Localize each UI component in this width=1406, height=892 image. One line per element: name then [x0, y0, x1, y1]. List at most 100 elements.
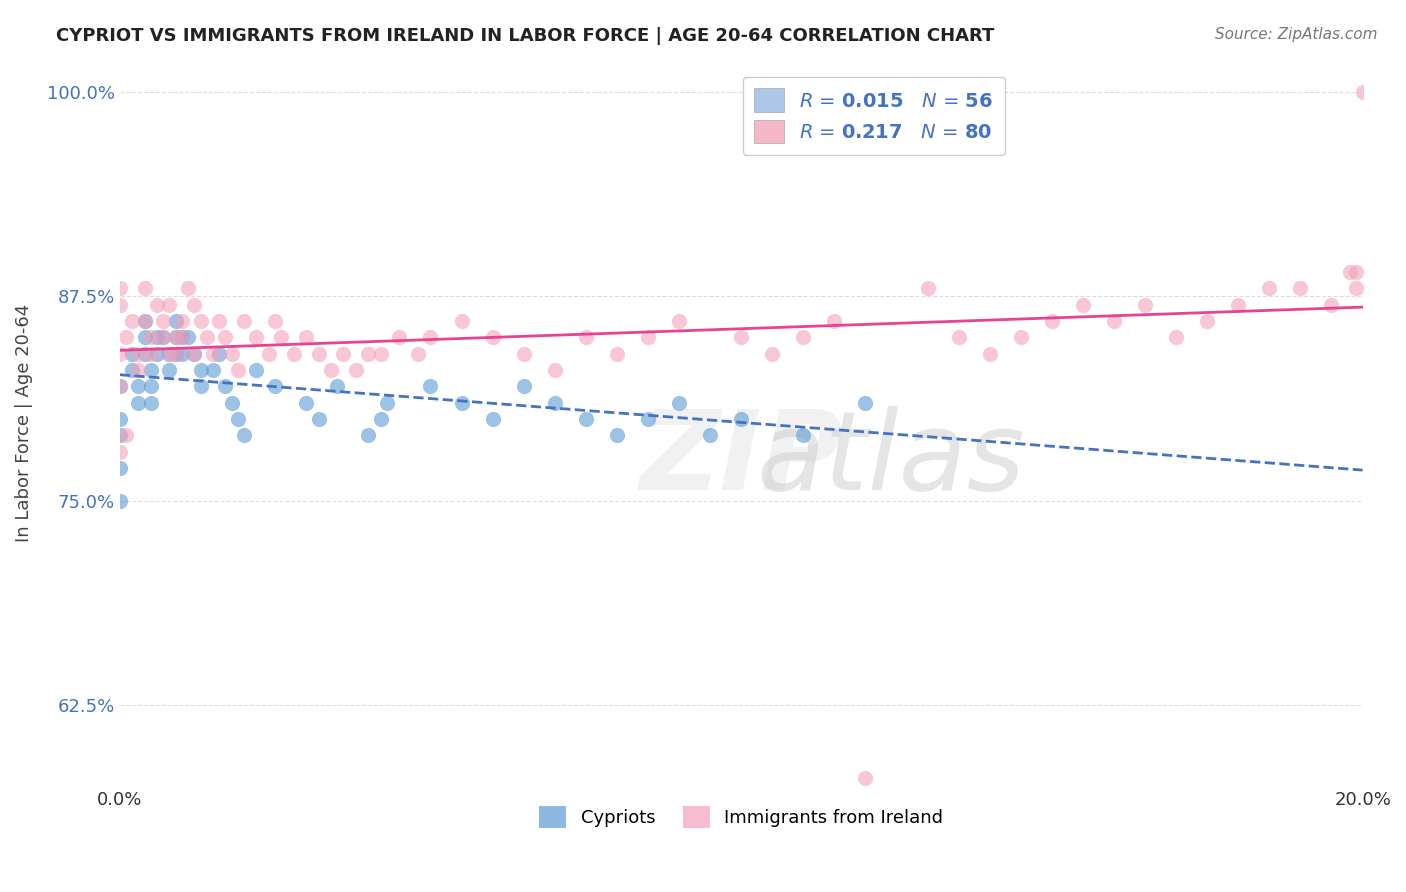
Cypriots — [183, 346, 205, 360]
Cypriots — [226, 412, 249, 426]
Immigrants from Ireland — [575, 330, 598, 344]
Cypriots — [792, 428, 814, 442]
Cypriots — [668, 395, 690, 409]
Cypriots — [855, 395, 877, 409]
Immigrants from Ireland — [165, 346, 187, 360]
Immigrants from Ireland — [226, 363, 249, 377]
Cypriots — [139, 379, 162, 393]
Cypriots — [190, 379, 212, 393]
Immigrants from Ireland — [165, 330, 187, 344]
Immigrants from Ireland — [917, 281, 939, 295]
Immigrants from Ireland — [108, 379, 131, 393]
Immigrants from Ireland — [1227, 297, 1250, 311]
Immigrants from Ireland — [108, 281, 131, 295]
Cypriots — [214, 379, 236, 393]
Cypriots — [121, 363, 143, 377]
Immigrants from Ireland — [108, 346, 131, 360]
Cypriots — [152, 330, 174, 344]
Immigrants from Ireland — [183, 346, 205, 360]
Cypriots — [146, 346, 169, 360]
Cypriots — [177, 330, 200, 344]
Cypriots — [121, 346, 143, 360]
Immigrants from Ireland — [388, 330, 411, 344]
Immigrants from Ireland — [245, 330, 267, 344]
Immigrants from Ireland — [1258, 281, 1281, 295]
Immigrants from Ireland — [1197, 314, 1219, 328]
Cypriots — [419, 379, 441, 393]
Cypriots — [159, 363, 181, 377]
Immigrants from Ireland — [139, 346, 162, 360]
Immigrants from Ireland — [1166, 330, 1188, 344]
Immigrants from Ireland — [170, 330, 193, 344]
Cypriots — [170, 346, 193, 360]
Immigrants from Ireland — [115, 428, 138, 442]
Immigrants from Ireland — [139, 330, 162, 344]
Immigrants from Ireland — [637, 330, 659, 344]
Immigrants from Ireland — [1071, 297, 1094, 311]
Immigrants from Ireland — [152, 330, 174, 344]
Immigrants from Ireland — [121, 314, 143, 328]
Cypriots — [575, 412, 598, 426]
Cypriots — [512, 379, 534, 393]
Cypriots — [165, 330, 187, 344]
Text: Source: ZipAtlas.com: Source: ZipAtlas.com — [1215, 27, 1378, 42]
Immigrants from Ireland — [159, 346, 181, 360]
Cypriots — [308, 412, 330, 426]
Cypriots — [637, 412, 659, 426]
Cypriots — [165, 346, 187, 360]
Immigrants from Ireland — [344, 363, 367, 377]
Immigrants from Ireland — [170, 314, 193, 328]
Immigrants from Ireland — [214, 330, 236, 344]
Cypriots — [370, 412, 392, 426]
Immigrants from Ireland — [979, 346, 1001, 360]
Immigrants from Ireland — [419, 330, 441, 344]
Immigrants from Ireland — [370, 346, 392, 360]
Cypriots — [606, 428, 628, 442]
Cypriots — [264, 379, 287, 393]
Cypriots — [233, 428, 256, 442]
Cypriots — [201, 363, 224, 377]
Immigrants from Ireland — [308, 346, 330, 360]
Cypriots — [108, 461, 131, 475]
Cypriots — [127, 379, 149, 393]
Cypriots — [326, 379, 349, 393]
Immigrants from Ireland — [730, 330, 752, 344]
Immigrants from Ireland — [1133, 297, 1156, 311]
Immigrants from Ireland — [221, 346, 243, 360]
Cypriots — [139, 395, 162, 409]
Cypriots — [481, 412, 503, 426]
Immigrants from Ireland — [190, 314, 212, 328]
Immigrants from Ireland — [357, 346, 380, 360]
Cypriots — [357, 428, 380, 442]
Immigrants from Ireland — [1346, 265, 1368, 279]
Immigrants from Ireland — [159, 297, 181, 311]
Immigrants from Ireland — [257, 346, 280, 360]
Cypriots — [730, 412, 752, 426]
Cypriots — [221, 395, 243, 409]
Cypriots — [108, 412, 131, 426]
Immigrants from Ireland — [450, 314, 472, 328]
Immigrants from Ireland — [134, 281, 156, 295]
Immigrants from Ireland — [512, 346, 534, 360]
Immigrants from Ireland — [606, 346, 628, 360]
Immigrants from Ireland — [270, 330, 292, 344]
Cypriots — [108, 493, 131, 508]
Immigrants from Ireland — [177, 281, 200, 295]
Text: CYPRIOT VS IMMIGRANTS FROM IRELAND IN LABOR FORCE | AGE 20-64 CORRELATION CHART: CYPRIOT VS IMMIGRANTS FROM IRELAND IN LA… — [56, 27, 994, 45]
Immigrants from Ireland — [108, 297, 131, 311]
Cypriots — [127, 395, 149, 409]
Immigrants from Ireland — [183, 297, 205, 311]
Immigrants from Ireland — [823, 314, 845, 328]
Immigrants from Ireland — [1289, 281, 1312, 295]
Immigrants from Ireland — [1040, 314, 1063, 328]
Immigrants from Ireland — [1339, 265, 1361, 279]
Cypriots — [146, 330, 169, 344]
Immigrants from Ireland — [1351, 85, 1374, 99]
Immigrants from Ireland — [108, 444, 131, 458]
Immigrants from Ireland — [152, 314, 174, 328]
Immigrants from Ireland — [544, 363, 567, 377]
Cypriots — [450, 395, 472, 409]
Cypriots — [170, 330, 193, 344]
Immigrants from Ireland — [208, 314, 231, 328]
Cypriots — [165, 314, 187, 328]
